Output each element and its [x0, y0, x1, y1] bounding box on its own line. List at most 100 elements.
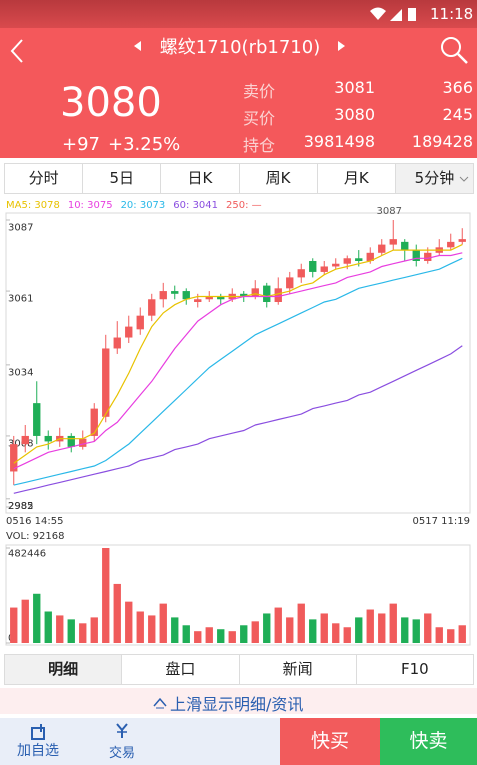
candle-body — [378, 244, 386, 253]
volume-bar — [102, 548, 110, 643]
period-tab-label: 分时 — [28, 169, 59, 187]
volume-bar — [274, 607, 282, 643]
period-tab[interactable]: 5日 — [83, 164, 162, 193]
last-price: 3080 — [60, 80, 162, 126]
detail-tabs: 明细 盘口 新闻 F10 — [4, 654, 474, 685]
quick-sell-button[interactable]: 快卖 — [380, 718, 477, 765]
hint-bar: 上滑显示明细/资讯 — [0, 688, 477, 714]
footer-left: 加自选 交易 — [0, 718, 280, 765]
ma-legend: 60: 3041 — [173, 200, 218, 211]
volume-bar — [240, 625, 248, 643]
volume-bar — [332, 623, 340, 643]
ma-legend: MA5: 3078 — [6, 200, 60, 211]
detail-tab[interactable]: 新闻 — [240, 655, 357, 684]
volume-bar — [251, 621, 259, 643]
candle-body — [125, 326, 133, 338]
detail-tab[interactable]: 明细 — [5, 655, 123, 684]
volume-bar — [21, 599, 29, 643]
candle-body — [79, 438, 87, 447]
volume-bar — [148, 615, 156, 643]
volume-bar — [366, 609, 374, 643]
candle-body — [217, 296, 225, 300]
candle-body — [240, 293, 248, 297]
quote-price: 3081 — [334, 78, 375, 97]
candle-body — [113, 337, 121, 349]
candle-body — [320, 266, 328, 272]
quote-volume: 366 — [442, 78, 473, 97]
search-button[interactable] — [438, 34, 470, 66]
volume-bar — [389, 603, 397, 643]
candle-body — [274, 288, 282, 302]
back-button[interactable] — [6, 36, 30, 66]
candle-body — [159, 291, 167, 300]
candle-body — [366, 252, 374, 261]
quick-buy-button[interactable]: 快买 — [280, 718, 380, 765]
candle-body — [67, 435, 75, 447]
prev-contract[interactable] — [130, 38, 146, 54]
period-tab[interactable]: 分时 — [5, 164, 84, 193]
volume-bar — [286, 617, 294, 643]
candle-body — [148, 299, 156, 316]
next-contract[interactable] — [333, 38, 349, 54]
y-tick-label: 2985 — [8, 501, 33, 512]
volume-bar — [159, 603, 167, 643]
period-tab[interactable]: 周K — [240, 164, 318, 193]
trade-button[interactable]: 交易 — [108, 746, 135, 761]
quote-header: 11:18 螺纹1710(rb1710) 3080 +97 +3.25% 卖价 3… — [0, 0, 477, 158]
volume-bar — [205, 627, 213, 643]
y-tick-label: 3008 — [8, 438, 33, 449]
period-tab[interactable]: 月K — [318, 164, 396, 193]
quote-label: 卖价 — [243, 82, 276, 101]
candle-body — [412, 250, 420, 261]
period-tab-label: 5分钟 — [414, 169, 455, 187]
period-tab[interactable]: 日K — [161, 164, 240, 193]
candle-body — [10, 444, 18, 472]
detail-tab[interactable]: F10 — [401, 660, 429, 678]
y-tick-label: 3034 — [8, 367, 33, 378]
volume-bar — [412, 619, 420, 643]
candle-body — [389, 239, 397, 245]
volume-bar — [435, 627, 443, 643]
trade-icon — [116, 723, 128, 738]
status-bar: 11:18 — [0, 0, 477, 28]
ma-line — [13, 244, 463, 464]
period-tab-label: 月K — [343, 169, 369, 187]
quote-volume: 189428 — [411, 132, 473, 151]
candle-body — [33, 403, 41, 436]
candle-body — [102, 348, 110, 417]
status-icons — [370, 7, 416, 21]
change-percent: +3.25% — [108, 134, 181, 155]
detail-tab[interactable]: 盘口 — [122, 655, 240, 684]
volume-bar — [424, 613, 432, 643]
quote-volume: 245 — [442, 105, 473, 124]
volume-bar — [10, 607, 18, 643]
candle-body — [194, 299, 202, 302]
y-tick-label: 3087 — [8, 222, 33, 233]
volume-bar — [56, 615, 64, 643]
ma-legend: 10: 3075 — [68, 200, 113, 211]
candle-body — [136, 315, 144, 330]
candle-body — [171, 291, 179, 294]
y-tick-label: 3061 — [8, 293, 33, 304]
price-panel — [5, 212, 471, 514]
period-tab-label: 周K — [265, 169, 291, 187]
watchlist-button[interactable]: 加自选 — [17, 743, 59, 759]
clock: 11:18 — [430, 5, 474, 23]
candle-body — [44, 435, 52, 442]
candle-body — [355, 258, 363, 261]
candle-body — [447, 241, 455, 248]
candle-body — [332, 263, 340, 267]
candle-body — [458, 239, 466, 242]
quote-price: 3080 — [334, 105, 375, 124]
period-tab-label: 日K — [187, 169, 213, 187]
volume-bar — [355, 617, 363, 643]
candle-body — [297, 269, 305, 278]
volume-bar — [309, 619, 317, 643]
volume-bar — [113, 583, 121, 643]
up-icon — [153, 697, 167, 709]
volume-bar — [401, 617, 409, 643]
period-tab[interactable]: 5分钟 — [395, 164, 474, 193]
volume-bar — [228, 631, 236, 643]
volume-bar — [217, 629, 225, 643]
